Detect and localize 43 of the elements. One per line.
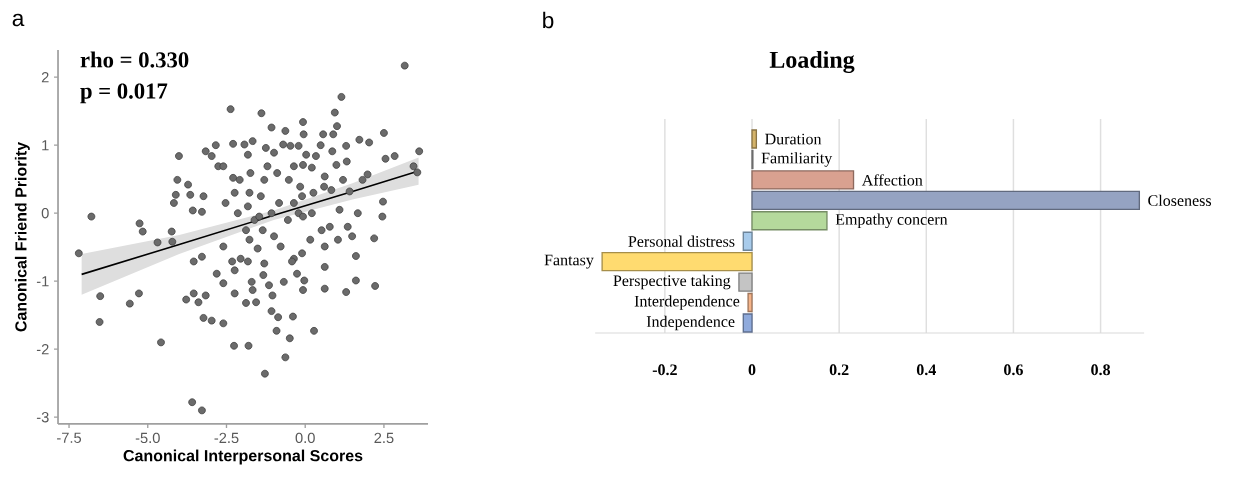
- x-tick-label: 0.2: [829, 364, 849, 376]
- y-tick-label: Independence: [646, 315, 735, 331]
- bar: [742, 313, 753, 333]
- x-tick-label: -2.5: [214, 432, 239, 444]
- y-axis-title: Canonical Friend Priority: [14, 141, 30, 332]
- y-tick-label: Closeness: [1148, 194, 1212, 206]
- x-tick-label: 0.4: [916, 364, 936, 376]
- bar: [601, 251, 753, 272]
- x-tick-label: 2.5: [374, 432, 394, 444]
- y-tick-label: Personal distress: [628, 235, 735, 247]
- bar: [738, 272, 753, 292]
- y-tick-label: Empathy concern: [835, 213, 948, 229]
- y-tick-label: Fantasy: [544, 254, 594, 269]
- annotation: rho = 0.330: [80, 51, 189, 68]
- y-tick-label: -2: [36, 344, 49, 355]
- x-tick-label: -7.5: [57, 432, 82, 443]
- y-tick-label: -1: [36, 276, 49, 287]
- y-tick-label: Perspective taking: [613, 274, 731, 290]
- x-tick-label: 0.6: [1004, 364, 1023, 376]
- y-tick-label: Duration: [765, 133, 822, 145]
- annotation: p = 0.017: [80, 83, 168, 104]
- y-tick-label: Affection: [861, 174, 923, 186]
- bar: [747, 292, 753, 313]
- y-tick-label: -3: [36, 412, 49, 423]
- bar: [751, 170, 855, 190]
- y-tick-label: 2: [41, 72, 49, 83]
- y-tick-label: 1: [42, 140, 49, 151]
- y-tick-label: 0: [41, 208, 49, 219]
- x-tick-label: 0.8: [1091, 364, 1111, 376]
- y-tick-label: Interdependence: [634, 295, 740, 310]
- bar: [742, 231, 753, 251]
- x-tick-label: -0.2: [652, 364, 677, 376]
- x-tick-label: -5.0: [135, 432, 160, 444]
- x-tick-label: 0.0: [295, 432, 315, 444]
- x-axis-title: Canonical Interpersonal Scores: [123, 449, 363, 465]
- y-tick-label: Familiarity: [761, 152, 833, 167]
- bar: [751, 190, 1141, 211]
- bar: [751, 129, 758, 149]
- chart-title: Loading: [769, 51, 855, 73]
- x-tick-label: 0: [748, 364, 756, 376]
- bar: [751, 211, 828, 231]
- text: a: [12, 13, 25, 27]
- text: b: [543, 11, 554, 29]
